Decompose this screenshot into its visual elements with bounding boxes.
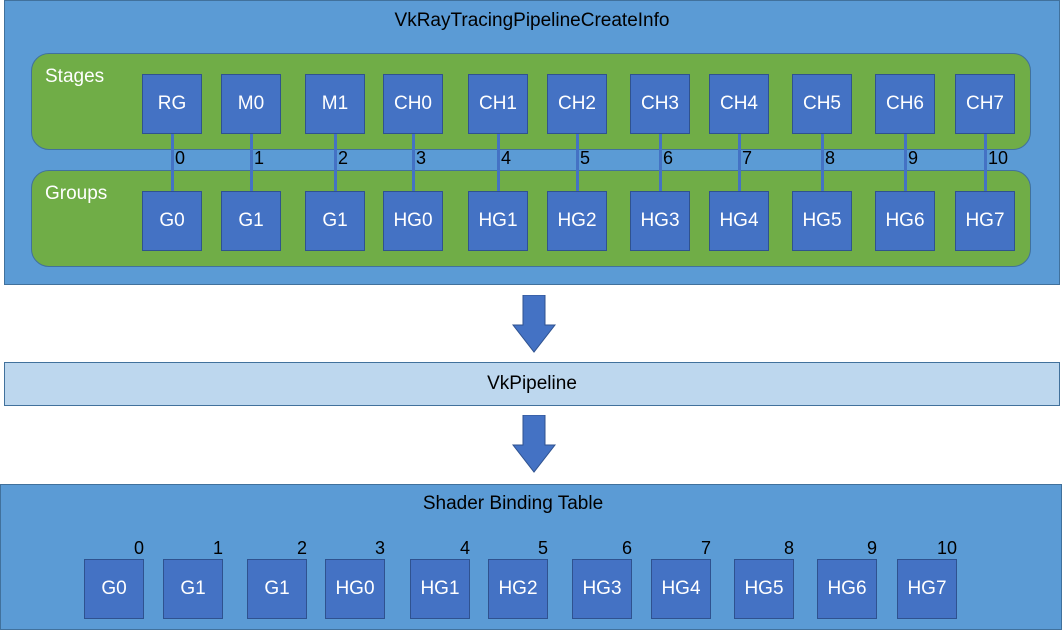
sbt-index: 2 [296,538,307,558]
stage-box: CH5 [792,74,852,134]
stage-group-link [250,134,253,192]
stage-box: RG [142,74,202,134]
sbt-index: 9 [866,538,877,558]
stage-group-link [821,134,824,192]
sbt-entry: HG4 [651,559,711,619]
sbt-index: 8 [783,538,794,558]
group-box: HG7 [955,191,1015,251]
group-index: 1 [254,148,265,168]
sbt-entry: HG7 [897,559,957,619]
stage-box: CH2 [547,74,607,134]
group-index: 4 [501,148,512,168]
create-info-title: VkRayTracingPipelineCreateInfo [394,10,670,31]
stages-label: Stages [45,66,105,87]
group-box: HG5 [792,191,852,251]
group-box: HG3 [630,191,690,251]
group-box: HG2 [547,191,607,251]
sbt-entry: G0 [84,559,144,619]
sbt-index: 10 [936,538,957,558]
sbt-index: 5 [537,538,548,558]
group-index: 0 [175,148,186,168]
stage-box: M1 [305,74,365,134]
group-index: 7 [742,148,753,168]
sbt-entry: G1 [247,559,307,619]
group-box: G1 [305,191,365,251]
group-index: 3 [416,148,427,168]
stage-box: CH6 [875,74,935,134]
sbt-entry: G1 [163,559,223,619]
group-index: 6 [663,148,674,168]
pipeline-title: VkPipeline [487,373,577,394]
sbt-entry: HG2 [488,559,548,619]
group-index: 2 [338,148,349,168]
stage-box: CH4 [709,74,769,134]
sbt-entry: HG0 [325,559,385,619]
pipeline-bar: VkPipeline [4,362,1060,406]
sbt-index: 0 [133,538,144,558]
group-index: 9 [908,148,919,168]
stage-group-link [984,134,987,192]
stage-group-link [412,134,415,192]
group-box: HG0 [383,191,443,251]
stage-group-link [497,134,500,192]
stage-box: CH7 [955,74,1015,134]
sbt-title: Shader Binding Table [422,493,604,514]
group-index: 5 [580,148,591,168]
stage-group-link [904,134,907,192]
group-box: HG6 [875,191,935,251]
sbt-index: 7 [700,538,711,558]
sbt-index: 3 [374,538,385,558]
stage-box: CH0 [383,74,443,134]
sbt-entry: HG5 [734,559,794,619]
stage-box: CH1 [468,74,528,134]
stage-box: M0 [221,74,281,134]
group-box: HG1 [468,191,528,251]
stage-group-link [334,134,337,192]
sbt-entry: HG3 [572,559,632,619]
sbt-index: 1 [212,538,223,558]
stage-group-link [576,134,579,192]
stage-group-link [171,134,174,192]
sbt-entry: HG6 [817,559,877,619]
group-index: 8 [825,148,836,168]
down-arrow-icon [511,414,557,478]
sbt-index: 4 [459,538,470,558]
stage-group-link [738,134,741,192]
group-index: 10 [988,148,1009,168]
group-box: HG4 [709,191,769,251]
group-box: G0 [142,191,202,251]
stage-group-link [659,134,662,192]
sbt-index: 6 [621,538,632,558]
sbt-entry: HG1 [410,559,470,619]
down-arrow-icon [511,294,557,358]
group-box: G1 [221,191,281,251]
stage-box: CH3 [630,74,690,134]
groups-label: Groups [45,183,108,204]
